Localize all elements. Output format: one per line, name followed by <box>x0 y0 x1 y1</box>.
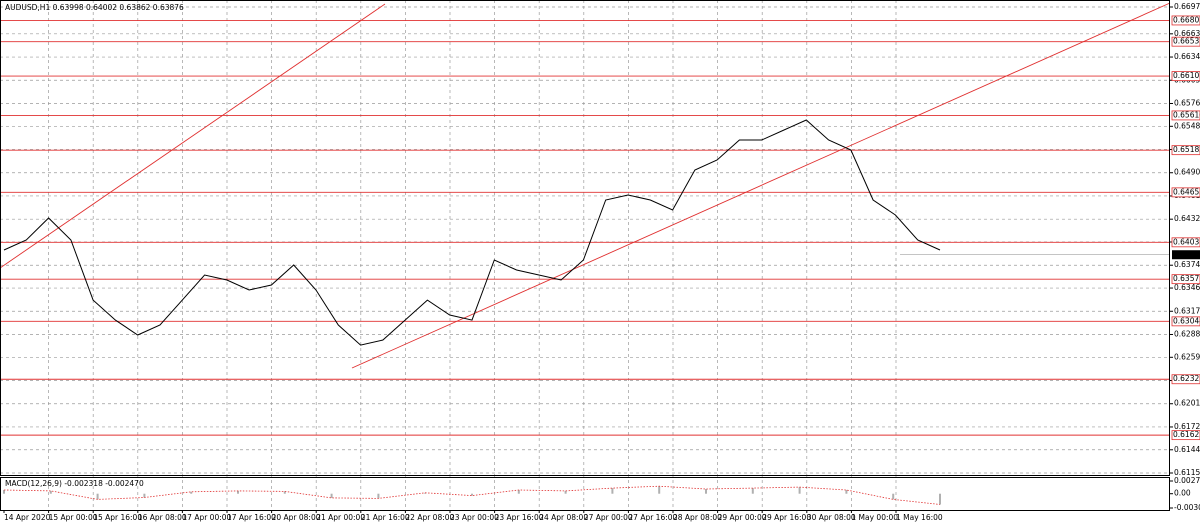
macd-bar <box>49 490 52 494</box>
macd-signal <box>3 485 941 505</box>
x-tick-label: 1 May 00:00 <box>851 513 898 522</box>
level-label: 0.65616 <box>1173 110 1200 119</box>
y-tick-label: 0.62015 <box>1174 399 1200 408</box>
macd-bar <box>892 493 895 500</box>
macd-bar <box>96 493 99 500</box>
symbol-header: AUDUSD,H1 0.63998 0.64002 0.63862 0.6387… <box>5 3 184 12</box>
x-tick-label: 29 Apr 16:00 <box>762 513 811 522</box>
macd-bar <box>471 493 473 496</box>
macd-bar <box>705 489 707 494</box>
level-label: 0.65182 <box>1173 145 1200 154</box>
level-tag <box>1171 237 1200 248</box>
level-tag <box>1171 187 1200 198</box>
x-tick-label: 27 Apr 16:00 <box>628 513 677 522</box>
macd-bar <box>658 486 661 494</box>
macd-bar <box>517 489 520 494</box>
level-label: 0.61623 <box>1173 430 1200 439</box>
macd-bar <box>330 493 333 498</box>
x-tick-label: 24 Apr 08:00 <box>539 513 588 522</box>
macd-bar <box>751 488 754 494</box>
x-tick-label: 15 Apr 16:00 <box>93 513 142 522</box>
y-tick-label: 0.63745 <box>1174 260 1200 269</box>
x-tick-label: 21 Apr 16:00 <box>361 513 410 522</box>
macd-y-tick-label: 0.002704 <box>1174 476 1200 485</box>
macd-bar <box>939 493 941 505</box>
current-price-tag <box>1172 250 1200 260</box>
macd-frame <box>0 477 1170 511</box>
x-tick-label: 22 Apr 08:00 <box>405 513 454 522</box>
x-tick-label: 20 Apr 08:00 <box>272 513 321 522</box>
y-tick-label: 0.66635 <box>1174 29 1200 38</box>
x-tick-label: 17 Apr 16:00 <box>227 513 276 522</box>
macd-bar <box>143 493 146 498</box>
x-tick-label: 23 Apr 16:00 <box>495 513 544 522</box>
x-tick-label: 16 Apr 08:00 <box>138 513 187 522</box>
macd-y-tick-label: -0.003039 <box>1174 503 1200 512</box>
macd-bar <box>564 490 567 494</box>
x-tick-label: 14 Apr 2020 <box>4 513 51 522</box>
x-tick-label: 1 May 16:00 <box>896 513 943 522</box>
level-tag <box>1171 71 1200 81</box>
x-tick-label: 17 Apr 00:00 <box>182 513 231 522</box>
main-frame <box>0 0 1170 476</box>
macd-bar <box>845 489 848 494</box>
level-label: 0.62321 <box>1173 374 1200 383</box>
macd-bar <box>190 491 193 494</box>
level-label: 0.64031 <box>1173 237 1200 246</box>
level-tag <box>1171 36 1200 47</box>
level-tag <box>1171 15 1200 26</box>
y-tick-label: 0.65765 <box>1174 98 1200 107</box>
y-tick-label: 0.62595 <box>1174 352 1200 361</box>
plot <box>0 20 1170 505</box>
macd-bar <box>237 490 239 494</box>
x-tick-label: 27 Apr 00:00 <box>584 513 633 522</box>
trend-line <box>0 3 386 269</box>
macd-bar <box>611 488 614 494</box>
macd-bar <box>424 492 427 494</box>
x-tick-label: 23 Apr 00:00 <box>450 513 499 522</box>
price-line <box>3 119 941 346</box>
level-label: 0.66107 <box>1173 71 1200 80</box>
y-tick-label: 0.61725 <box>1174 422 1200 431</box>
level-label: 0.63571 <box>1173 274 1200 283</box>
level-label: 0.63044 <box>1173 316 1200 325</box>
level-tag <box>1171 430 1200 441</box>
x-tick-label: 30 Apr 08:00 <box>807 513 856 522</box>
level-tag <box>1171 374 1200 385</box>
trend-line <box>351 2 1171 369</box>
level-label: 0.66802 <box>1173 15 1200 24</box>
macd-bar <box>798 487 801 494</box>
y-tick-label: 0.66345 <box>1174 52 1200 61</box>
x-tick-label: 28 Apr 08:00 <box>673 513 722 522</box>
level-label: 0.64655 <box>1173 187 1200 196</box>
level-tag <box>1171 145 1200 156</box>
x-tick-label: 15 Apr 00:00 <box>49 513 98 522</box>
current-price-label: 0.63876 <box>1173 250 1200 259</box>
level-tag <box>1171 316 1200 327</box>
x-tick-label: 29 Apr 00:00 <box>718 513 767 522</box>
macd-y-tick-label: 0.00 <box>1174 489 1191 498</box>
macd-bar <box>283 491 286 494</box>
level-tag <box>1171 274 1200 285</box>
level-label: 0.66537 <box>1173 37 1200 46</box>
macd-label: MACD(12,26,9) -0.002318 -0.002470 <box>5 479 144 488</box>
level-tag <box>1171 110 1200 121</box>
macd-bar <box>377 493 380 499</box>
x-tick-label: 21 Apr 00:00 <box>316 513 365 522</box>
y-tick-label: 0.61150 <box>1174 468 1200 477</box>
macd-bar <box>3 489 5 494</box>
